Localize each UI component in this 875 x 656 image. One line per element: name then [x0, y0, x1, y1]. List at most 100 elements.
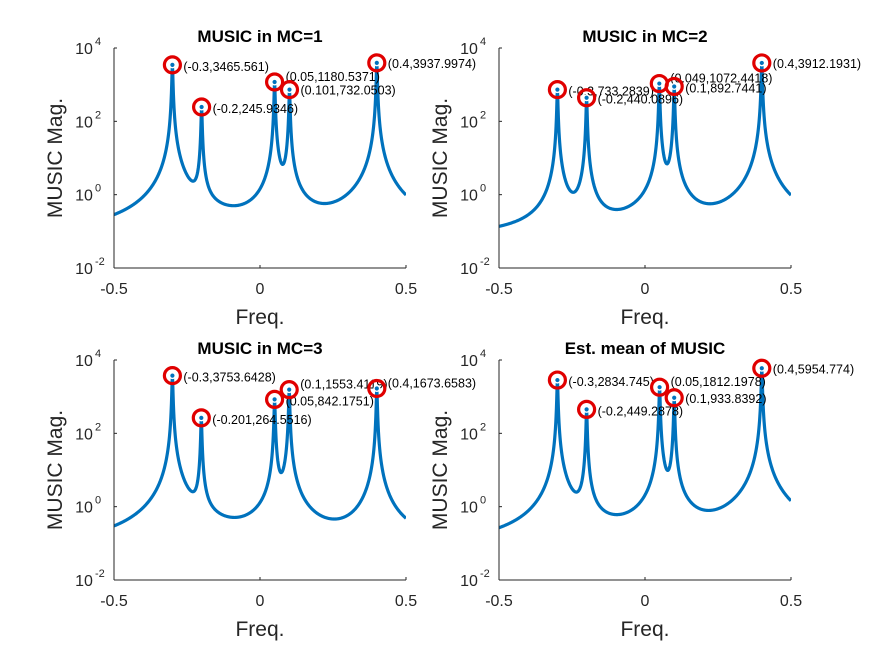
- subplot-title: MUSIC in MC=3: [197, 339, 322, 358]
- y-tick-label: 10: [75, 426, 93, 443]
- peak-annotation: (0.049,1072.4418): [670, 72, 772, 86]
- peak-annotation: (-0.3,3465.561): [183, 60, 268, 74]
- y-axis-label: MUSIC Mag.: [44, 410, 67, 530]
- y-tick-exponent: 0: [95, 495, 101, 507]
- peak-annotation: (-0.3,3753.6428): [183, 371, 275, 385]
- peak-marker: [265, 389, 285, 410]
- peak-annotation: (-0.2,245.9346): [213, 102, 298, 116]
- y-tick-exponent: 4: [95, 348, 101, 360]
- y-tick-exponent: 0: [95, 183, 101, 195]
- y-tick-label: 10: [75, 41, 93, 58]
- y-tick-label: 10: [75, 188, 93, 205]
- x-tick-label: 0.5: [395, 593, 417, 610]
- peak-marker: [279, 380, 299, 400]
- peak-marker-center: [670, 82, 678, 90]
- peak-marker-center: [553, 86, 561, 94]
- y-tick-exponent: -2: [480, 256, 490, 268]
- x-axis-label: Freq.: [620, 306, 669, 329]
- peak-marker-center: [670, 394, 678, 402]
- x-tick-label: -0.5: [485, 593, 513, 610]
- x-tick-label: 0: [256, 281, 265, 298]
- peak-annotation: (0.4,3912.1931): [773, 57, 861, 71]
- series-line: [499, 366, 791, 530]
- y-tick-exponent: 4: [480, 348, 486, 360]
- y-tick-label: 10: [75, 114, 93, 131]
- subplot-title: MUSIC in MC=2: [582, 27, 707, 46]
- peak-marker: [664, 76, 684, 97]
- x-tick-label: -0.5: [485, 281, 513, 298]
- peak-marker-center: [285, 86, 293, 94]
- x-axis-label: Freq.: [235, 618, 284, 641]
- peak-annotation: (0.05,1812.1978): [671, 375, 766, 389]
- x-tick-label: 0.5: [780, 593, 802, 610]
- series-line: [114, 61, 406, 217]
- peak-annotation: (0.4,1673.6583): [388, 376, 476, 390]
- peak-marker-center: [583, 405, 591, 413]
- x-tick-label: -0.5: [100, 593, 128, 610]
- peak-annotation: (-0.201,264.5516): [212, 413, 311, 427]
- peak-annotation: (-0.3,2834.745): [568, 375, 653, 389]
- y-tick-label: 10: [460, 114, 478, 131]
- peak-marker: [265, 72, 285, 92]
- y-tick-label: 10: [460, 426, 478, 443]
- peak-marker: [192, 97, 212, 117]
- y-tick-exponent: 4: [480, 36, 486, 48]
- x-tick-label: 0: [256, 593, 265, 610]
- peak-marker-center: [198, 103, 206, 111]
- y-tick-label: 10: [75, 573, 93, 590]
- peak-annotation: (0.4,5954.774): [773, 362, 854, 376]
- y-tick-exponent: -2: [480, 568, 490, 580]
- peak-marker: [649, 377, 670, 397]
- y-tick-label: 10: [460, 188, 478, 205]
- peak-marker-center: [271, 395, 279, 403]
- peak-marker: [279, 80, 300, 100]
- y-tick-exponent: 2: [95, 421, 101, 433]
- peak-marker-center: [758, 364, 766, 372]
- y-tick-label: 10: [75, 500, 93, 517]
- peak-marker: [162, 366, 182, 386]
- y-tick-exponent: 2: [480, 109, 486, 121]
- peak-marker: [576, 399, 597, 420]
- subplot-title: Est. mean of MUSIC: [565, 339, 726, 358]
- y-tick-exponent: -2: [95, 568, 105, 580]
- peak-annotation: (-0.2,440.0896): [598, 93, 683, 107]
- y-axis-label: MUSIC Mag.: [44, 98, 67, 218]
- peak-marker: [162, 55, 182, 75]
- peak-marker-center: [656, 383, 664, 391]
- peak-annotation: (0.1,933.8392): [685, 392, 766, 406]
- peak-marker: [752, 358, 772, 378]
- series-line: [499, 61, 791, 228]
- x-tick-label: -0.5: [100, 281, 128, 298]
- peak-marker-center: [285, 386, 293, 394]
- peak-marker-center: [168, 372, 176, 380]
- y-tick-label: 10: [460, 41, 478, 58]
- y-tick-exponent: 0: [480, 183, 486, 195]
- y-tick-label: 10: [460, 261, 478, 278]
- y-axis-label: MUSIC Mag.: [429, 410, 452, 530]
- x-tick-label: 0: [641, 281, 650, 298]
- peak-marker-center: [583, 94, 591, 102]
- peak-annotation: (-0.2,449.2878): [598, 404, 683, 418]
- peak-marker: [547, 370, 568, 390]
- peak-marker: [367, 378, 387, 399]
- peak-marker: [752, 53, 772, 73]
- y-tick-label: 10: [460, 500, 478, 517]
- series-line: [114, 374, 406, 528]
- peak-annotation: (0.05,842.1751): [286, 394, 374, 408]
- y-tick-exponent: 2: [480, 421, 486, 433]
- y-tick-label: 10: [460, 573, 478, 590]
- y-tick-exponent: 4: [95, 36, 101, 48]
- x-tick-label: 0.5: [780, 281, 802, 298]
- peak-marker-center: [373, 384, 381, 392]
- peak-marker-center: [197, 414, 205, 422]
- x-axis-label: Freq.: [620, 618, 669, 641]
- peak-marker-center: [655, 80, 663, 88]
- peak-annotation: (0.1,1553.4119): [300, 378, 387, 392]
- peak-annotation: (0.05,1180.5371): [286, 70, 380, 84]
- y-tick-exponent: -2: [95, 256, 105, 268]
